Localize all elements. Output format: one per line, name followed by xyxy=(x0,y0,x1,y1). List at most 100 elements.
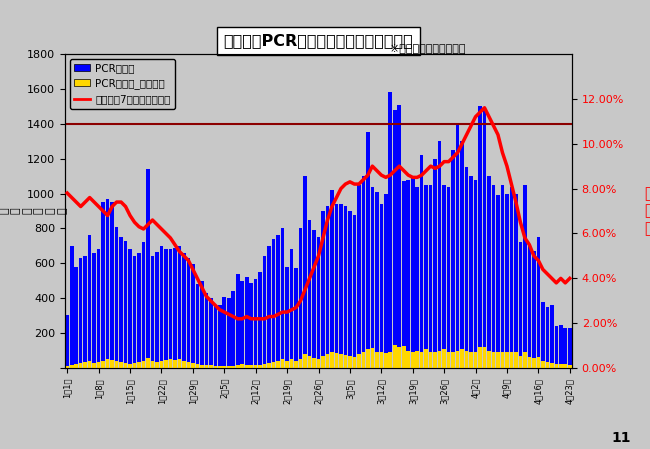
Bar xyxy=(137,253,141,368)
Bar xyxy=(447,352,450,368)
Text: ※県オープンデータより: ※県オープンデータより xyxy=(390,43,465,53)
Bar xyxy=(304,176,307,368)
Bar xyxy=(568,365,571,368)
Bar xyxy=(344,355,347,368)
Bar xyxy=(200,365,203,368)
Bar xyxy=(227,298,231,368)
Bar xyxy=(402,181,406,368)
Bar xyxy=(411,352,415,368)
Bar xyxy=(465,167,469,368)
Bar xyxy=(142,361,146,368)
Bar xyxy=(182,361,186,368)
Bar xyxy=(187,362,190,368)
Bar xyxy=(312,230,316,368)
Bar xyxy=(240,281,244,368)
Bar xyxy=(101,361,105,368)
Bar xyxy=(411,176,415,368)
Bar xyxy=(491,352,495,368)
Bar xyxy=(528,357,531,368)
Bar xyxy=(133,255,136,368)
Bar xyxy=(352,215,356,368)
Bar xyxy=(357,185,361,368)
Bar xyxy=(344,206,347,368)
Bar xyxy=(420,352,424,368)
Bar xyxy=(272,362,276,368)
Bar xyxy=(200,281,203,368)
Bar xyxy=(66,315,69,368)
Bar xyxy=(496,195,500,368)
Bar xyxy=(326,206,330,368)
Bar xyxy=(250,365,253,368)
Bar xyxy=(389,352,392,368)
Bar xyxy=(491,185,495,368)
Bar xyxy=(330,352,333,368)
Bar xyxy=(545,362,549,368)
Bar xyxy=(348,356,352,368)
Bar xyxy=(164,250,168,368)
Bar xyxy=(478,347,482,368)
Bar xyxy=(564,328,567,368)
Bar xyxy=(133,363,136,368)
Bar xyxy=(115,227,118,368)
Bar xyxy=(294,361,298,368)
Bar xyxy=(92,253,96,368)
Bar xyxy=(505,194,509,368)
Y-axis label: 検
査
件
数
・
陽
性
数: 検 査 件 数 ・ 陽 性 数 xyxy=(0,208,67,214)
Bar xyxy=(352,357,356,368)
Y-axis label: 陽
性
率: 陽 性 率 xyxy=(645,186,650,236)
Bar xyxy=(307,356,311,368)
Bar xyxy=(393,345,396,368)
Bar xyxy=(218,365,222,368)
Bar xyxy=(272,239,276,368)
Bar xyxy=(281,229,285,368)
Bar xyxy=(500,352,504,368)
Bar xyxy=(250,282,253,368)
Bar xyxy=(205,365,208,368)
Bar xyxy=(191,363,194,368)
Text: 11: 11 xyxy=(611,431,630,445)
Bar xyxy=(438,141,441,368)
Bar xyxy=(115,361,118,368)
Bar xyxy=(469,176,473,368)
Bar xyxy=(393,110,396,368)
Bar xyxy=(88,235,92,368)
Bar xyxy=(137,362,141,368)
Bar xyxy=(83,362,87,368)
Bar xyxy=(536,237,540,368)
Bar xyxy=(443,349,446,368)
Bar xyxy=(146,358,150,368)
Bar xyxy=(460,349,464,368)
Bar xyxy=(151,361,154,368)
Bar xyxy=(321,356,325,368)
Legend: PCR検査数, PCR検査数_陽性確認, 陽性率（7日間移動平均）: PCR検査数, PCR検査数_陽性確認, 陽性率（7日間移動平均） xyxy=(70,59,175,109)
Bar xyxy=(124,241,127,368)
Bar xyxy=(420,155,424,368)
Bar xyxy=(312,358,316,368)
Bar xyxy=(456,351,460,368)
Bar xyxy=(424,185,428,368)
Bar xyxy=(317,359,320,368)
Bar xyxy=(330,190,333,368)
Bar xyxy=(550,363,554,368)
Bar xyxy=(469,352,473,368)
Bar xyxy=(460,141,464,368)
Bar xyxy=(97,250,101,368)
Bar xyxy=(155,252,159,368)
Bar xyxy=(66,366,69,368)
Bar xyxy=(406,351,410,368)
Bar xyxy=(160,361,163,368)
Bar xyxy=(397,347,401,368)
Bar xyxy=(361,352,365,368)
Bar xyxy=(550,305,554,368)
Bar xyxy=(222,298,226,368)
Bar xyxy=(532,358,536,368)
Bar xyxy=(384,194,387,368)
Bar xyxy=(196,364,199,368)
Title: 奈良県のPCR検査件数及び陽性率の推移: 奈良県のPCR検査件数及び陽性率の推移 xyxy=(224,34,413,48)
Bar xyxy=(124,363,127,368)
Bar xyxy=(380,204,383,368)
Bar xyxy=(519,242,522,368)
Bar xyxy=(267,246,271,368)
Bar xyxy=(321,211,325,368)
Bar xyxy=(554,364,558,368)
